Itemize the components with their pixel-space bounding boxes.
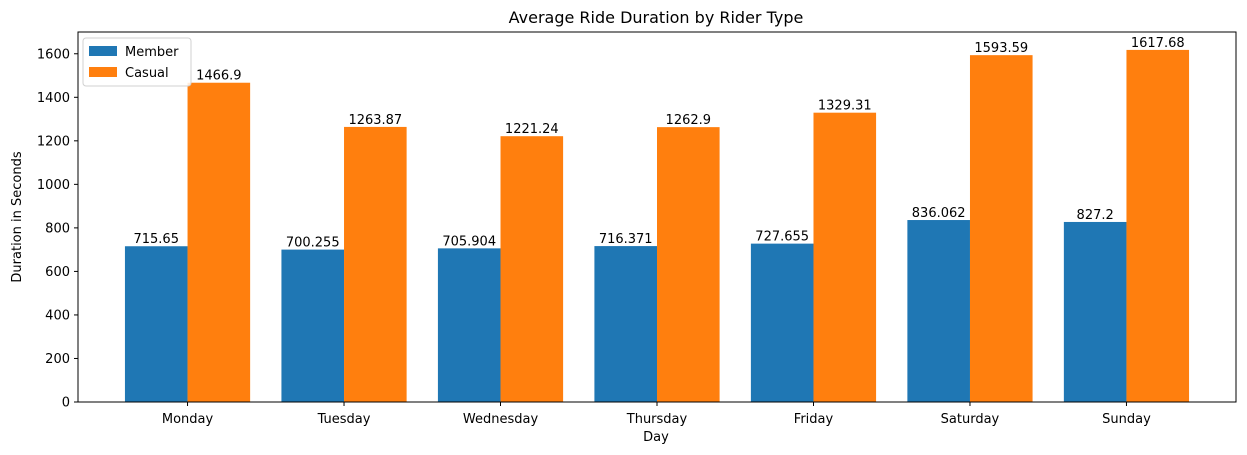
x-tick-label-monday: Monday bbox=[162, 412, 214, 427]
bar-member-friday bbox=[750, 243, 814, 402]
legend: Member Casual bbox=[82, 37, 192, 87]
bar-label-casual-sunday: 1617.68 bbox=[1131, 36, 1185, 51]
y-tick-label: 0 bbox=[62, 396, 70, 411]
x-tick-label-tuesday: Tuesday bbox=[317, 412, 371, 427]
legend-swatch-casual bbox=[89, 67, 117, 77]
y-tick-label: 1400 bbox=[37, 91, 70, 106]
bar-member-wednesday bbox=[437, 248, 501, 402]
bar-member-thursday bbox=[594, 246, 657, 402]
chart-title: Average Ride Duration by Rider Type bbox=[509, 8, 804, 27]
bar-member-monday bbox=[124, 246, 188, 402]
bar-label-casual-monday: 1466.9 bbox=[196, 69, 242, 84]
bar-label-casual-wednesday: 1221.24 bbox=[505, 122, 559, 137]
y-tick-label: 1200 bbox=[37, 134, 70, 149]
y-tick-label: 800 bbox=[45, 221, 70, 236]
bar-casual-monday bbox=[187, 82, 251, 403]
bar-member-sunday bbox=[1063, 221, 1127, 402]
y-axis-label: Duration in Seconds bbox=[10, 151, 25, 282]
legend-swatch-member bbox=[89, 46, 117, 56]
bar-label-member-monday: 715.65 bbox=[133, 232, 179, 247]
x-tick-label-saturday: Saturday bbox=[941, 412, 1000, 427]
bar-casual-tuesday bbox=[344, 126, 407, 402]
y-tick-label: 600 bbox=[45, 265, 70, 280]
bar-label-casual-friday: 1329.31 bbox=[818, 99, 872, 114]
bar-label-member-saturday: 836.062 bbox=[912, 206, 966, 221]
bar-label-casual-saturday: 1593.59 bbox=[974, 41, 1028, 56]
bar-label-member-friday: 727.655 bbox=[755, 230, 809, 245]
bar-casual-friday bbox=[813, 112, 877, 402]
legend-label-member: Member bbox=[125, 45, 179, 60]
x-axis-label: Day bbox=[643, 430, 669, 445]
bar-label-member-sunday: 827.2 bbox=[1077, 208, 1114, 223]
bar-member-saturday bbox=[907, 220, 970, 402]
bar-casual-saturday bbox=[969, 55, 1033, 403]
bar-casual-thursday bbox=[657, 127, 720, 402]
y-tick-label: 200 bbox=[45, 352, 70, 367]
bars-group bbox=[124, 49, 1190, 403]
x-tick-label-sunday: Sunday bbox=[1102, 412, 1151, 427]
bar-member-tuesday bbox=[281, 249, 345, 402]
x-axis: Monday Tuesday Wednesday Thursday Friday Satu… bbox=[162, 402, 1151, 427]
y-tick-label: 400 bbox=[45, 308, 70, 323]
bar-casual-sunday bbox=[1126, 49, 1190, 402]
bar-label-casual-tuesday: 1263.87 bbox=[348, 113, 402, 128]
bar-casual-wednesday bbox=[500, 136, 564, 403]
y-tick-label: 1600 bbox=[37, 47, 70, 62]
bar-labels-group: 715.65 700.255 705.904 716.371 727.655 836.06… bbox=[133, 36, 1184, 251]
x-tick-label-wednesday: Wednesday bbox=[463, 412, 539, 427]
legend-label-casual: Casual bbox=[125, 66, 169, 81]
bar-label-member-thursday: 716.371 bbox=[599, 232, 653, 247]
x-tick-label-friday: Friday bbox=[794, 412, 834, 427]
bar-label-member-wednesday: 705.904 bbox=[442, 234, 496, 249]
y-axis: 0 200 400 600 800 1000 1200 1400 1600 bbox=[37, 47, 78, 411]
bar-label-casual-thursday: 1262.9 bbox=[666, 113, 712, 128]
y-tick-label: 1000 bbox=[37, 178, 70, 193]
bar-label-member-tuesday: 700.255 bbox=[286, 236, 340, 251]
x-tick-label-thursday: Thursday bbox=[626, 412, 688, 427]
